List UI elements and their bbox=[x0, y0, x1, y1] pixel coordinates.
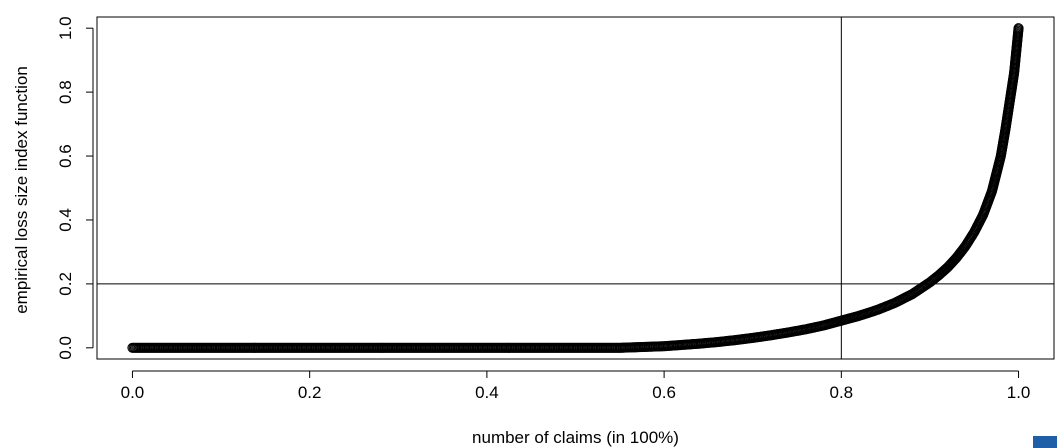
y-tick-label: 0.0 bbox=[56, 336, 75, 360]
y-tick-label: 0.6 bbox=[56, 144, 75, 168]
y-tick-label: 0.2 bbox=[56, 272, 75, 296]
corner-mark bbox=[1033, 436, 1057, 448]
x-tick-label: 1.0 bbox=[1007, 383, 1031, 402]
x-tick-label: 0.4 bbox=[475, 383, 499, 402]
x-tick-label: 0.0 bbox=[121, 383, 145, 402]
y-axis: 0.0 0.2 0.4 0.6 0.8 1.0 bbox=[56, 16, 94, 360]
x-axis-label: number of claims (in 100%) bbox=[472, 428, 679, 447]
y-tick-label: 0.4 bbox=[56, 208, 75, 232]
y-axis-label: empirical loss size index function bbox=[12, 66, 31, 314]
data-points bbox=[127, 23, 1024, 353]
x-tick-label: 0.8 bbox=[830, 383, 854, 402]
data-point bbox=[1013, 23, 1024, 34]
y-tick-label: 1.0 bbox=[56, 16, 75, 40]
x-tick-label: 0.6 bbox=[652, 383, 676, 402]
x-tick-label: 0.2 bbox=[298, 383, 322, 402]
x-axis: 0.0 0.2 0.4 0.6 0.8 1.0 bbox=[121, 370, 1031, 402]
y-tick-label: 0.8 bbox=[56, 80, 75, 104]
plot-frame bbox=[96, 16, 1055, 360]
